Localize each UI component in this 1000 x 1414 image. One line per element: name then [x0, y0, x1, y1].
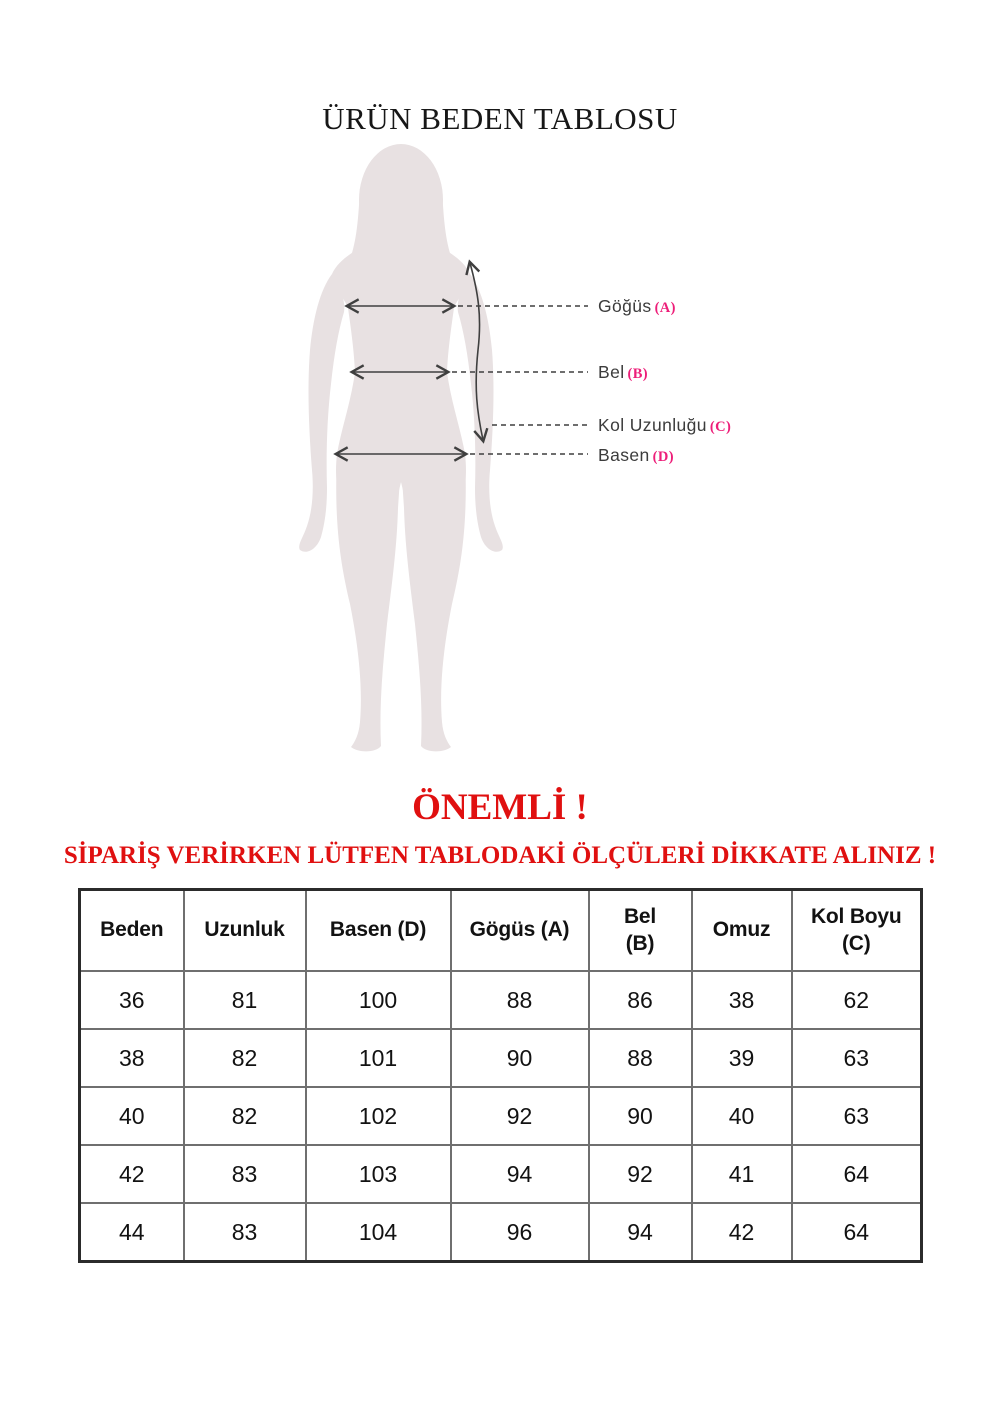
- cell: 40: [690, 1086, 793, 1146]
- measure-label-basen: Basen (D): [598, 444, 674, 466]
- cell: 62: [790, 970, 923, 1030]
- cell: 100: [304, 970, 452, 1030]
- important-heading: ÖNEMLİ !: [412, 787, 588, 828]
- measurement-lines: [333, 259, 588, 462]
- cell: 82: [182, 1028, 307, 1088]
- warning-text: SİPARİŞ VERİRKEN LÜTFEN TABLODAKİ ÖLÇÜLE…: [63, 842, 937, 869]
- cell: 101: [304, 1028, 452, 1088]
- cell: 63: [790, 1028, 923, 1088]
- cell: 42: [78, 1144, 185, 1204]
- cell: 81: [182, 970, 307, 1030]
- cell: 64: [790, 1144, 923, 1204]
- size-table-header-row: Beden Uzunluk Basen (D) Gögüs (A) Bel (B…: [78, 888, 923, 972]
- cell: 94: [449, 1144, 590, 1204]
- table-row: 42 83 103 94 92 41 64: [78, 1144, 923, 1204]
- cell: 40: [78, 1086, 185, 1146]
- cell: 63: [790, 1086, 923, 1146]
- col-header-kol-boyu: Kol Boyu (C): [790, 888, 923, 972]
- measure-code: (D): [652, 449, 674, 465]
- col-header-beden: Beden: [78, 888, 185, 972]
- silhouette-shape: [299, 144, 503, 752]
- table-row: 38 82 101 90 88 39 63: [78, 1028, 923, 1088]
- cell: 41: [690, 1144, 793, 1204]
- cell: 86: [587, 970, 693, 1030]
- measure-name: Basen: [598, 445, 650, 465]
- table-row: 40 82 102 92 90 40 63: [78, 1086, 923, 1146]
- cell: 103: [304, 1144, 452, 1204]
- col-header-bel: Bel (B): [587, 888, 693, 972]
- cell: 88: [587, 1028, 693, 1088]
- measure-name: Göğüs: [598, 296, 652, 316]
- cell: 36: [78, 970, 185, 1030]
- measure-label-bel: Bel (B): [598, 361, 648, 383]
- body-measurement-diagram: Göğüs (A) Bel (B) Kol Uzunluğu (C) Basen (D): [0, 130, 1000, 780]
- cell: 92: [587, 1144, 693, 1204]
- cell: 83: [182, 1202, 307, 1263]
- measure-code: (C): [709, 419, 732, 435]
- col-header-omuz: Omuz: [690, 888, 793, 972]
- cell: 90: [449, 1028, 590, 1088]
- cell: 104: [304, 1202, 452, 1263]
- measure-label-gogus: Göğüs (A): [598, 295, 676, 317]
- measure-code: (A): [654, 300, 676, 316]
- cell: 64: [790, 1202, 923, 1263]
- measure-name: Bel: [598, 362, 625, 382]
- cell: 39: [690, 1028, 793, 1088]
- cell: 83: [182, 1144, 307, 1204]
- page-title: ÜRÜN BEDEN TABLOSU: [322, 100, 678, 136]
- col-header-uzunluk: Uzunluk: [182, 888, 307, 972]
- measure-label-kol-uzunlugu: Kol Uzunluğu (C): [598, 414, 731, 436]
- size-table: Beden Uzunluk Basen (D) Gögüs (A) Bel (B…: [78, 888, 923, 1263]
- col-header-basen: Basen (D): [304, 888, 452, 972]
- col-header-gogus: Gögüs (A): [449, 888, 590, 972]
- cell: 90: [587, 1086, 693, 1146]
- cell: 102: [304, 1086, 452, 1146]
- table-row: 36 81 100 88 86 38 62: [78, 970, 923, 1030]
- cell: 92: [449, 1086, 590, 1146]
- cell: 44: [78, 1202, 185, 1263]
- female-silhouette-illustration: [299, 144, 588, 752]
- table-row: 44 83 104 96 94 42 64: [78, 1202, 923, 1263]
- cell: 94: [587, 1202, 693, 1263]
- cell: 82: [182, 1086, 307, 1146]
- cell: 96: [449, 1202, 590, 1263]
- cell: 88: [449, 970, 590, 1030]
- cell: 42: [690, 1202, 793, 1263]
- cell: 38: [78, 1028, 185, 1088]
- measure-name: Kol Uzunluğu: [598, 415, 707, 435]
- measure-code: (B): [627, 366, 649, 382]
- cell: 38: [690, 970, 793, 1030]
